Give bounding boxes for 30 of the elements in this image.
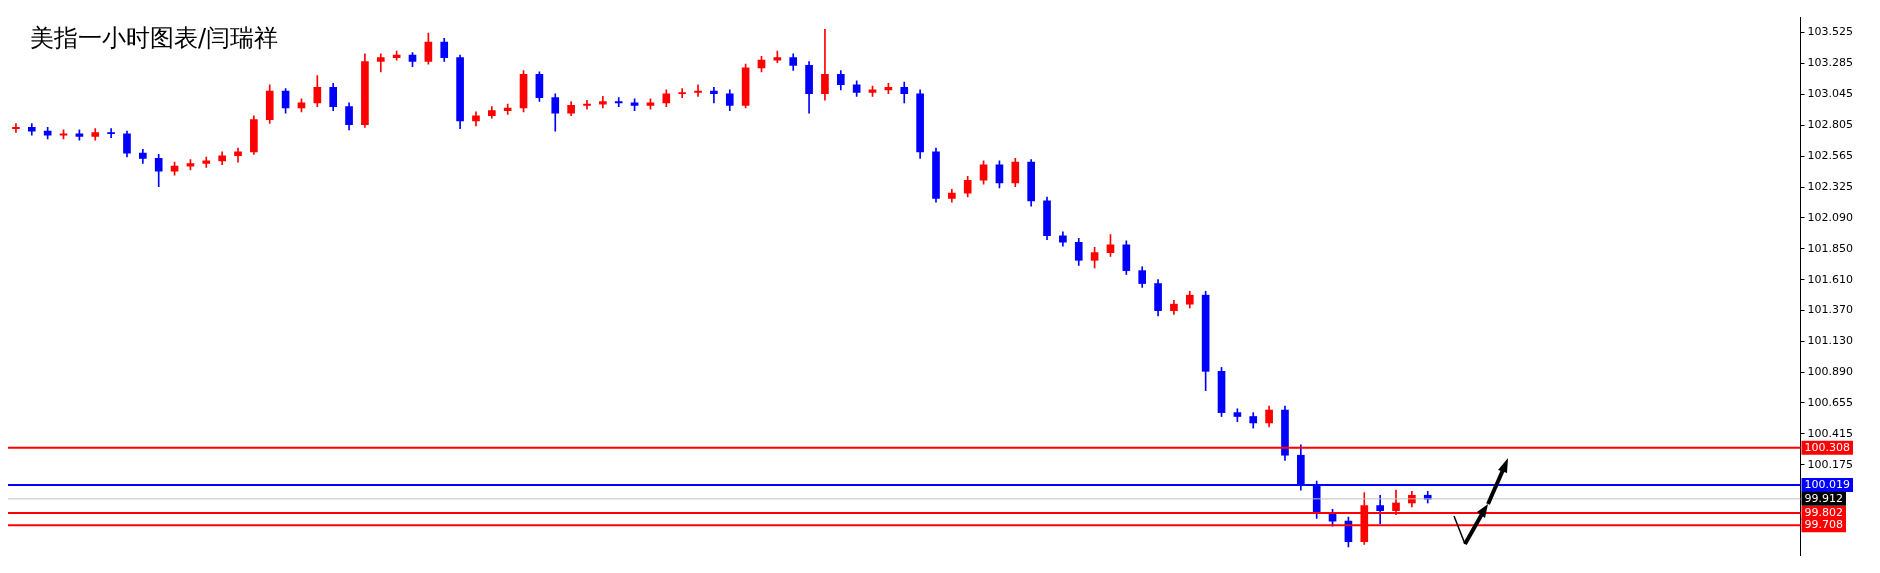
y-tick-label: 102.565 (1807, 149, 1854, 163)
y-tick-label: 101.610 (1807, 272, 1854, 286)
y-tick-label: 103.525 (1807, 25, 1854, 39)
y-tick-label: 100.175 (1807, 457, 1854, 471)
candlestick (376, 53, 385, 73)
y-tick-label: 101.850 (1807, 241, 1854, 255)
y-tick-label: 100.890 (1807, 365, 1854, 379)
candlestick (710, 86, 718, 104)
y-tick-label: 102.090 (1807, 210, 1854, 224)
ref-line-label: 100.308 (1804, 440, 1851, 454)
candlestick (107, 128, 115, 138)
candlestick (694, 84, 702, 97)
candlestick (583, 99, 591, 110)
ref-line-label: 99.912 (1804, 491, 1844, 505)
ref-line-label: 99.708 (1804, 518, 1844, 532)
y-tick-label: 103.045 (1807, 87, 1854, 101)
y-tick-label: 100.655 (1807, 395, 1854, 409)
candlestick (12, 123, 20, 133)
y-tick-label: 101.370 (1807, 303, 1854, 317)
y-tick-label: 102.325 (1807, 180, 1854, 194)
ref-line-label: 100.019 (1804, 477, 1851, 491)
y-tick-label: 100.415 (1807, 426, 1854, 440)
ref-line-label: 99.802 (1804, 505, 1844, 519)
candlestick (614, 97, 623, 107)
y-tick-label: 103.285 (1807, 56, 1854, 70)
y-tick-label: 102.805 (1807, 118, 1854, 132)
candlestick (599, 96, 607, 109)
y-tick-label: 101.130 (1807, 334, 1854, 348)
candlestick (678, 88, 687, 98)
chart-title: 美指一小时图表/闫瑞祥 (30, 24, 279, 53)
